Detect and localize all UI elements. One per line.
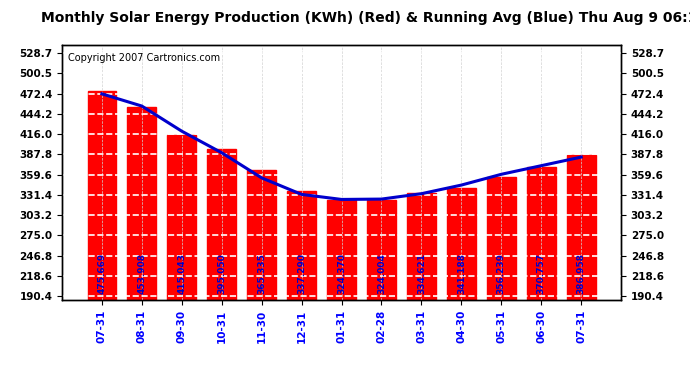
Text: 370.757: 370.757 [537, 253, 546, 294]
Text: 453.908: 453.908 [137, 253, 146, 294]
Text: 337.290: 337.290 [297, 253, 306, 294]
Bar [128, 107, 156, 300]
Bar [447, 188, 476, 300]
Bar [407, 192, 436, 300]
Text: 356.239: 356.239 [497, 253, 506, 294]
Bar [168, 135, 196, 300]
Text: 386.958: 386.958 [577, 253, 586, 294]
Text: 395.050: 395.050 [217, 254, 226, 294]
Text: 334.621: 334.621 [417, 253, 426, 294]
Bar [567, 155, 595, 300]
Bar [487, 177, 515, 300]
Text: Copyright 2007 Cartronics.com: Copyright 2007 Cartronics.com [68, 53, 220, 63]
Bar [527, 166, 555, 300]
Text: 365.335: 365.335 [257, 254, 266, 294]
Text: Monthly Solar Energy Production (KWh) (Red) & Running Avg (Blue) Thu Aug 9 06:10: Monthly Solar Energy Production (KWh) (R… [41, 11, 690, 25]
Text: 324.004: 324.004 [377, 254, 386, 294]
Text: 475.669: 475.669 [97, 253, 106, 294]
Bar [247, 171, 276, 300]
Bar [367, 200, 396, 300]
Text: 324.370: 324.370 [337, 253, 346, 294]
Bar [88, 91, 116, 300]
Text: 415.043: 415.043 [177, 253, 186, 294]
Bar [287, 190, 316, 300]
Bar [207, 149, 236, 300]
Text: 341.188: 341.188 [457, 253, 466, 294]
Bar [327, 200, 356, 300]
